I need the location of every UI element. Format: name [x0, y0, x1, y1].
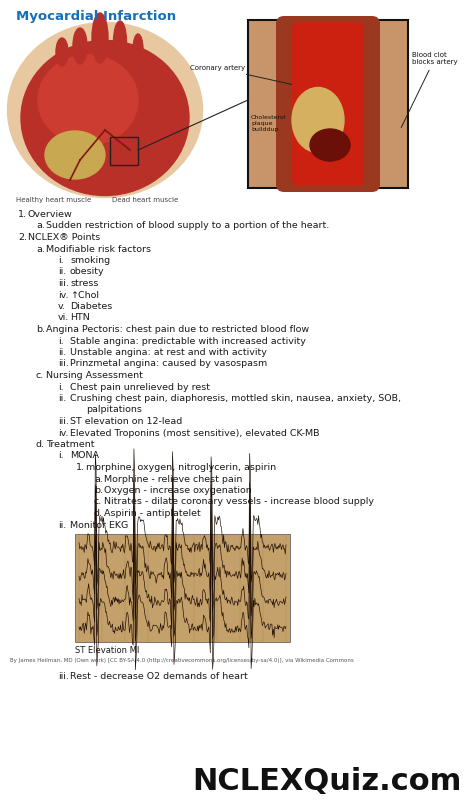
Ellipse shape [292, 87, 344, 152]
Text: i.: i. [58, 383, 64, 392]
Text: c.: c. [94, 497, 102, 506]
Text: obesity: obesity [70, 268, 105, 276]
Text: Angina Pectoris: chest pain due to restricted blood flow: Angina Pectoris: chest pain due to restr… [46, 325, 309, 334]
Text: Stable angina: predictable with increased activity: Stable angina: predictable with increase… [70, 336, 306, 345]
Text: Myocardial Infarction: Myocardial Infarction [16, 10, 176, 23]
Text: Diabetes: Diabetes [70, 302, 112, 311]
Text: ↑Chol: ↑Chol [70, 291, 99, 300]
Text: iii.: iii. [58, 672, 69, 681]
Text: Overview: Overview [28, 210, 73, 219]
Text: Blood clot
blocks artery: Blood clot blocks artery [401, 52, 457, 127]
Text: morphine, oxygen, nitroglycerin, aspirin: morphine, oxygen, nitroglycerin, aspirin [86, 463, 276, 472]
Text: 2.: 2. [18, 233, 27, 242]
Ellipse shape [73, 28, 87, 64]
FancyBboxPatch shape [276, 16, 380, 192]
Text: Chest pain unrelieved by rest: Chest pain unrelieved by rest [70, 383, 210, 392]
Text: ii.: ii. [58, 268, 66, 276]
Text: i.: i. [58, 452, 64, 461]
Text: ii.: ii. [58, 348, 66, 357]
Text: HTN: HTN [70, 313, 90, 323]
Bar [75, 534, 290, 642]
Ellipse shape [8, 22, 202, 198]
Ellipse shape [45, 131, 105, 179]
Text: stress: stress [70, 279, 99, 288]
Text: a.: a. [94, 474, 103, 484]
Text: ii.: ii. [58, 521, 66, 529]
Text: iii.: iii. [58, 360, 69, 368]
Text: a.: a. [36, 244, 45, 253]
Ellipse shape [310, 129, 350, 161]
Text: iii.: iii. [58, 417, 69, 426]
Text: Treatment: Treatment [46, 440, 94, 449]
Text: 1.: 1. [18, 210, 27, 219]
Text: smoking: smoking [70, 256, 110, 265]
Ellipse shape [21, 41, 189, 195]
Text: Prinzmetal angina: caused by vasospasm: Prinzmetal angina: caused by vasospasm [70, 360, 267, 368]
Text: Modifiable risk factors: Modifiable risk factors [46, 244, 151, 253]
Text: 1.: 1. [76, 463, 85, 472]
Text: b.: b. [36, 325, 45, 334]
Text: Coronary artery: Coronary artery [190, 65, 305, 87]
Text: i.: i. [58, 336, 64, 345]
Text: Morphine - relieve chest pain: Morphine - relieve chest pain [104, 474, 242, 484]
Text: NCLEX® Points: NCLEX® Points [28, 233, 100, 242]
Ellipse shape [113, 21, 127, 63]
Bar [110, 137, 138, 165]
Bar [248, 20, 408, 188]
Text: palpitations: palpitations [86, 405, 142, 414]
Text: Oxygen - increase oxygenation: Oxygen - increase oxygenation [104, 486, 252, 495]
Text: MONA: MONA [70, 452, 99, 461]
Text: d.: d. [94, 509, 103, 518]
Text: Elevated Troponins (most sensitive), elevated CK-MB: Elevated Troponins (most sensitive), ele… [70, 429, 319, 437]
Ellipse shape [38, 55, 138, 145]
Text: Monitor EKG: Monitor EKG [70, 521, 128, 529]
Text: iii.: iii. [58, 279, 69, 288]
Text: d.: d. [36, 440, 45, 449]
Ellipse shape [92, 13, 108, 63]
Text: i.: i. [58, 256, 64, 265]
Text: Sudden restriction of blood supply to a portion of the heart.: Sudden restriction of blood supply to a … [46, 222, 329, 231]
FancyBboxPatch shape [292, 22, 364, 186]
Ellipse shape [133, 34, 143, 66]
Text: Dead heart muscle: Dead heart muscle [112, 197, 178, 203]
Text: Healthy heart muscle: Healthy heart muscle [16, 197, 91, 203]
Text: Nursing Assessment: Nursing Assessment [46, 371, 143, 380]
Text: Unstable angina: at rest and with activity: Unstable angina: at rest and with activi… [70, 348, 267, 357]
Text: c.: c. [36, 371, 44, 380]
Text: ii.: ii. [58, 394, 66, 403]
Text: By James Heilman, MD (Own work) [CC BY-SA 4.0 (http://creativecommons.org/licens: By James Heilman, MD (Own work) [CC BY-S… [10, 658, 354, 663]
Text: NCLEXQuiz.com: NCLEXQuiz.com [192, 767, 462, 796]
Text: v.: v. [58, 302, 66, 311]
Text: Cholesterol
plaque
builddup: Cholesterol plaque builddup [251, 115, 287, 131]
Text: ST elevation on 12-lead: ST elevation on 12-lead [70, 417, 182, 426]
Ellipse shape [56, 38, 68, 66]
Text: Aspirin - antiplatelet: Aspirin - antiplatelet [104, 509, 201, 518]
Text: iv.: iv. [58, 291, 69, 300]
Text: a.: a. [36, 222, 45, 231]
Text: b.: b. [94, 486, 103, 495]
Text: Rest - decrease O2 demands of heart: Rest - decrease O2 demands of heart [70, 672, 248, 681]
Text: iv.: iv. [58, 429, 69, 437]
Text: ST Elevation MI: ST Elevation MI [75, 646, 139, 655]
Text: Crushing chest pain, diaphoresis, mottled skin, nausea, anxiety, SOB,: Crushing chest pain, diaphoresis, mottle… [70, 394, 401, 403]
Text: Nitrates - dilate coronary vessels - increase blood supply: Nitrates - dilate coronary vessels - inc… [104, 497, 374, 506]
Text: vi.: vi. [58, 313, 69, 323]
